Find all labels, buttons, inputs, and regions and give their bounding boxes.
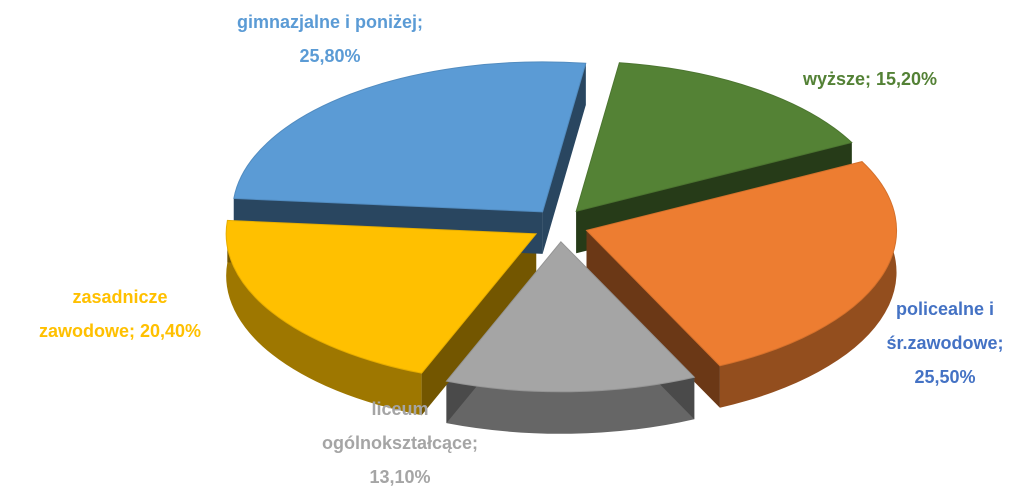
label-separator: ; (472, 433, 479, 453)
slice (445, 241, 696, 393)
category-name: liceum ogólnokształcące (321, 399, 473, 453)
slice-wall (421, 233, 537, 416)
category-name: zasadnicze zawodowe (38, 287, 168, 341)
value-label: 25,50% (914, 367, 976, 387)
data-label: zasadnicze zawodowe; 20,40% (26, 280, 214, 348)
data-label: gimnazjalne i poniżej; 25,80% (234, 5, 426, 73)
slice (233, 61, 587, 213)
data-label: policealne i śr.zawodowe; 25,50% (875, 292, 1015, 394)
category-name: policealne i śr.zawodowe (886, 299, 998, 353)
slice-tops (225, 61, 898, 393)
label-separator: ; (864, 69, 871, 89)
category-name: gimnazjalne i poniżej (236, 12, 418, 32)
slice-side (719, 161, 897, 408)
label-separator: ; (128, 321, 135, 341)
slice-side (446, 377, 695, 434)
slice-side (226, 220, 422, 416)
category-name: wyższe (802, 69, 865, 89)
value-label: 13,10% (369, 467, 431, 487)
slice (575, 62, 853, 212)
data-label: wyższe; 15,20% (803, 62, 937, 96)
slice (585, 161, 898, 367)
slice-wall (542, 63, 586, 254)
value-label: 25,80% (299, 46, 361, 66)
value-label: 20,40% (139, 321, 202, 341)
data-label: liceum ogólnokształcące; 13,10% (311, 392, 489, 494)
label-separator: ; (997, 333, 1004, 353)
slice (225, 219, 538, 374)
label-separator: ; (417, 12, 424, 32)
value-label: 15,20% (876, 69, 938, 89)
slice-wall (586, 230, 720, 408)
